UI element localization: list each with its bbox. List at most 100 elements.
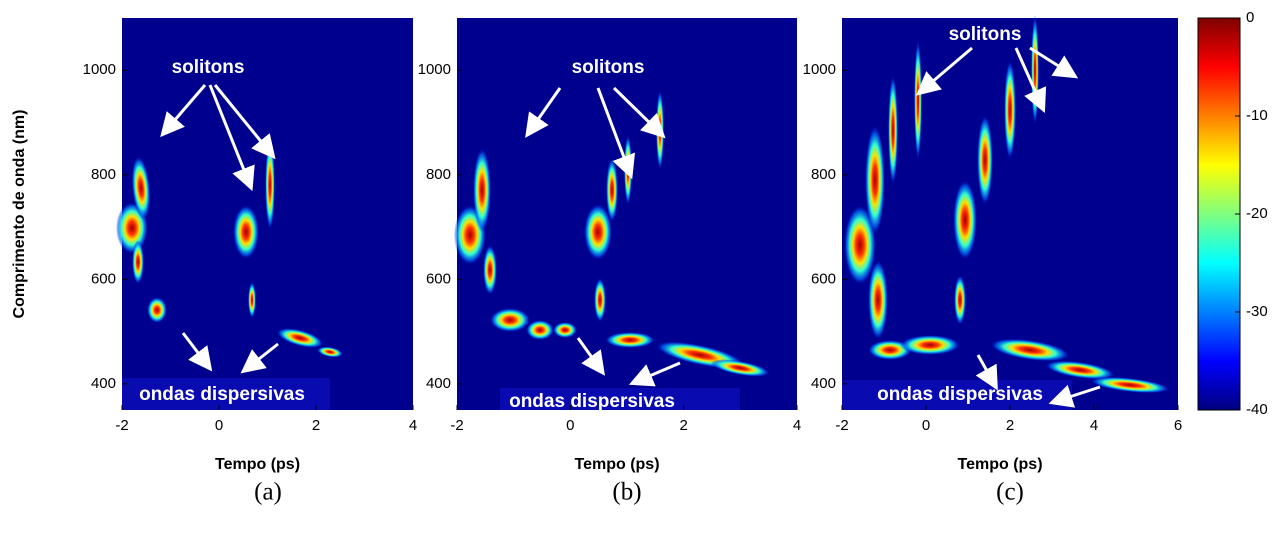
annotation-box — [122, 378, 330, 410]
colorbar-tick-label: -40 — [1246, 401, 1268, 418]
x-tick-label: 0 — [215, 417, 223, 434]
y-tick-label: 600 — [91, 270, 116, 287]
x-tick-label: -2 — [835, 417, 848, 434]
arrow — [1014, 47, 1047, 113]
intensity-blob — [954, 275, 966, 325]
intensity-blob — [624, 135, 632, 205]
intensity-blob — [1004, 60, 1016, 160]
x-tick-label: 4 — [409, 417, 417, 434]
y-axis-label: Comprimento de onda (nm) — [11, 110, 28, 319]
annotation: ondas dispersivas — [877, 384, 1043, 405]
y-tick-label: 400 — [811, 375, 836, 392]
intensity-blob — [953, 180, 977, 260]
arrow — [612, 86, 666, 139]
caption: (c) — [996, 479, 1024, 506]
x-tick-label: 2 — [312, 417, 320, 434]
intensity-blob — [868, 260, 888, 340]
intensity-blob — [147, 297, 167, 323]
annotation-box — [842, 380, 1072, 410]
arrow — [208, 84, 255, 192]
intensity-blob — [1045, 360, 1115, 380]
x-tick-label: 0 — [566, 417, 574, 434]
y-tick-label: 800 — [426, 166, 451, 183]
intensity-blob — [132, 240, 144, 284]
arrow — [181, 332, 213, 372]
arrow — [160, 84, 207, 138]
arrow — [1048, 384, 1101, 408]
colorbar-tick-label: -10 — [1246, 107, 1268, 124]
intensity-blob — [265, 140, 275, 230]
x-tick-label: -2 — [450, 417, 463, 434]
intensity-blob — [483, 245, 497, 295]
y-tick-label: 400 — [426, 375, 451, 392]
x-tick-label: 2 — [1006, 417, 1014, 434]
intensity-blob — [865, 125, 885, 235]
x-tick-label: -2 — [115, 417, 128, 434]
annotation: solitons — [949, 24, 1022, 45]
annotation: ondas dispersivas — [139, 384, 305, 405]
heatmap-layer — [116, 140, 343, 358]
intensity-blob — [990, 338, 1070, 362]
intensity-blob — [844, 205, 876, 285]
y-tick-label: 400 — [91, 375, 116, 392]
intensity-blob — [594, 278, 606, 322]
intensity-blob — [710, 359, 770, 377]
arrow — [576, 337, 605, 376]
x-tick-label: 4 — [1090, 417, 1098, 434]
heatmap-layer — [844, 15, 1170, 394]
x-tick-label: 0 — [922, 417, 930, 434]
intensity-blob — [606, 158, 618, 222]
x-axis-label: Tempo (ps) — [574, 456, 659, 473]
x-axis-label: Tempo (ps) — [957, 456, 1042, 473]
intensity-blob — [1090, 376, 1170, 394]
y-tick-label: 1000 — [803, 61, 836, 78]
intensity-blob — [248, 282, 256, 318]
annotation: ondas dispersivas — [509, 391, 675, 412]
intensity-blob — [233, 205, 259, 259]
intensity-blob — [473, 148, 491, 232]
intensity-blob — [1031, 15, 1039, 125]
x-tick-label: 4 — [793, 417, 801, 434]
arrow — [628, 361, 681, 387]
intensity-blob — [584, 204, 612, 260]
intensity-blob — [977, 115, 993, 205]
intensity-blob — [490, 308, 530, 332]
arrow — [1029, 46, 1079, 79]
caption: (b) — [612, 479, 641, 506]
intensity-blob — [526, 320, 554, 340]
y-tick-label: 600 — [426, 270, 451, 287]
intensity-blob — [317, 346, 343, 358]
annotation-box — [500, 388, 740, 410]
colorbar-tick-label: -30 — [1246, 303, 1268, 320]
y-tick-label: 1000 — [418, 61, 451, 78]
intensity-blob — [888, 75, 898, 185]
y-tick-label: 800 — [811, 166, 836, 183]
colorbar — [1197, 17, 1241, 411]
intensity-blob — [656, 90, 664, 170]
arrow — [213, 84, 276, 160]
y-tick-label: 1000 — [83, 61, 116, 78]
intensity-blob — [131, 156, 151, 220]
arrow — [240, 342, 279, 374]
x-axis-label: Tempo (ps) — [215, 456, 300, 473]
x-tick-label: 2 — [679, 417, 687, 434]
colorbar-tick-label: 0 — [1246, 9, 1254, 26]
annotation: solitons — [572, 57, 645, 78]
y-tick-label: 800 — [91, 166, 116, 183]
x-tick-label: 6 — [1174, 417, 1182, 434]
intensity-blob — [553, 322, 577, 338]
intensity-blob — [605, 332, 655, 348]
heatmap-layer — [454, 90, 770, 377]
intensity-blob — [914, 40, 922, 160]
intensity-blob — [900, 335, 960, 355]
colorbar-tick-label: -20 — [1246, 205, 1268, 222]
caption: (a) — [254, 479, 282, 506]
arrow — [915, 46, 973, 96]
arrow — [596, 87, 636, 180]
y-tick-label: 600 — [811, 270, 836, 287]
arrow — [525, 87, 562, 138]
arrow — [975, 354, 998, 391]
annotation: solitons — [172, 57, 245, 78]
intensity-blob — [276, 328, 324, 348]
